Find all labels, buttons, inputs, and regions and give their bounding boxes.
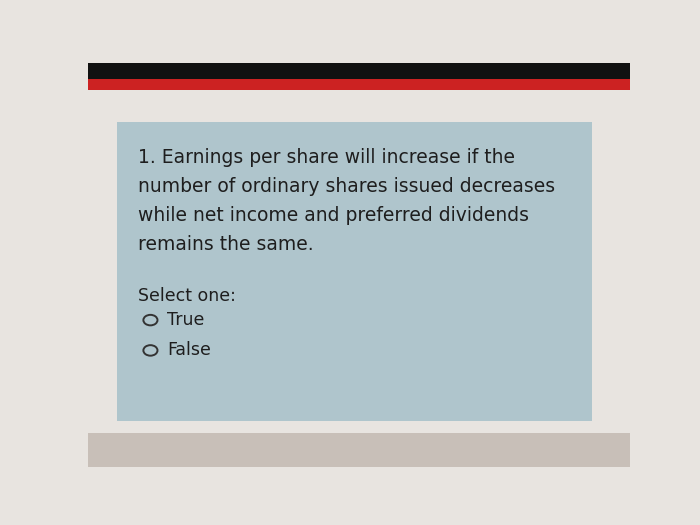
Text: Select one:: Select one: — [138, 287, 236, 304]
Text: number of ordinary shares issued decreases: number of ordinary shares issued decreas… — [138, 177, 555, 196]
FancyBboxPatch shape — [88, 79, 630, 90]
Text: True: True — [167, 311, 204, 329]
Text: 1. Earnings per share will increase if the: 1. Earnings per share will increase if t… — [138, 148, 515, 167]
FancyBboxPatch shape — [88, 433, 630, 467]
FancyBboxPatch shape — [118, 122, 592, 421]
FancyBboxPatch shape — [88, 63, 630, 79]
Text: while net income and preferred dividends: while net income and preferred dividends — [138, 206, 529, 225]
Text: False: False — [167, 341, 211, 360]
Text: remains the same.: remains the same. — [138, 235, 314, 254]
